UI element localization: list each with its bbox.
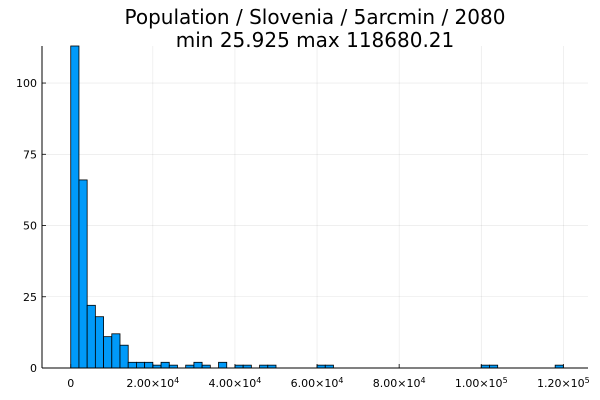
bar-1: [78, 179, 88, 369]
axes: [41, 46, 588, 369]
x-tick-label-0: 0: [67, 377, 74, 390]
bar-6: [119, 344, 129, 369]
y-tick-label-3: 75: [23, 148, 37, 161]
chart-title: Population / Slovenia / 5arcmin / 2080: [125, 5, 506, 29]
bar-0: [70, 45, 80, 369]
chart-subtitle: min 25.925 max 118680.21: [176, 28, 455, 52]
bar-9: [144, 361, 154, 369]
x-tick-label-2: 4.00×104: [209, 376, 262, 391]
bar-4: [103, 336, 113, 369]
x-tick-label-5: 1.00×105: [455, 376, 508, 391]
bar-11: [160, 361, 170, 369]
x-tick-label-3: 6.00×104: [291, 376, 344, 391]
bar-16: [218, 361, 228, 369]
bar-5: [111, 333, 121, 369]
y-tick-label-4: 100: [16, 77, 37, 90]
bar-8: [136, 361, 146, 369]
y-axis-ticks: 0 25 50 75 100: [16, 77, 46, 375]
bar-14: [193, 361, 203, 369]
bar-7: [127, 361, 137, 369]
y-tick-label-1: 25: [23, 291, 37, 304]
bar-2: [86, 304, 96, 369]
grid: [42, 46, 588, 369]
bar-3: [94, 316, 104, 369]
x-tick-label-1: 2.00×104: [126, 376, 179, 391]
x-tick-label-6: 1.20×105: [537, 376, 590, 391]
y-tick-label-2: 50: [23, 220, 37, 233]
x-axis-ticks: 0 2.00×104 4.00×104 6.00×104 8.00×104 1.00×10…: [67, 364, 590, 390]
y-tick-label-0: 0: [30, 362, 37, 375]
x-tick-label-4: 8.00×104: [373, 376, 426, 391]
